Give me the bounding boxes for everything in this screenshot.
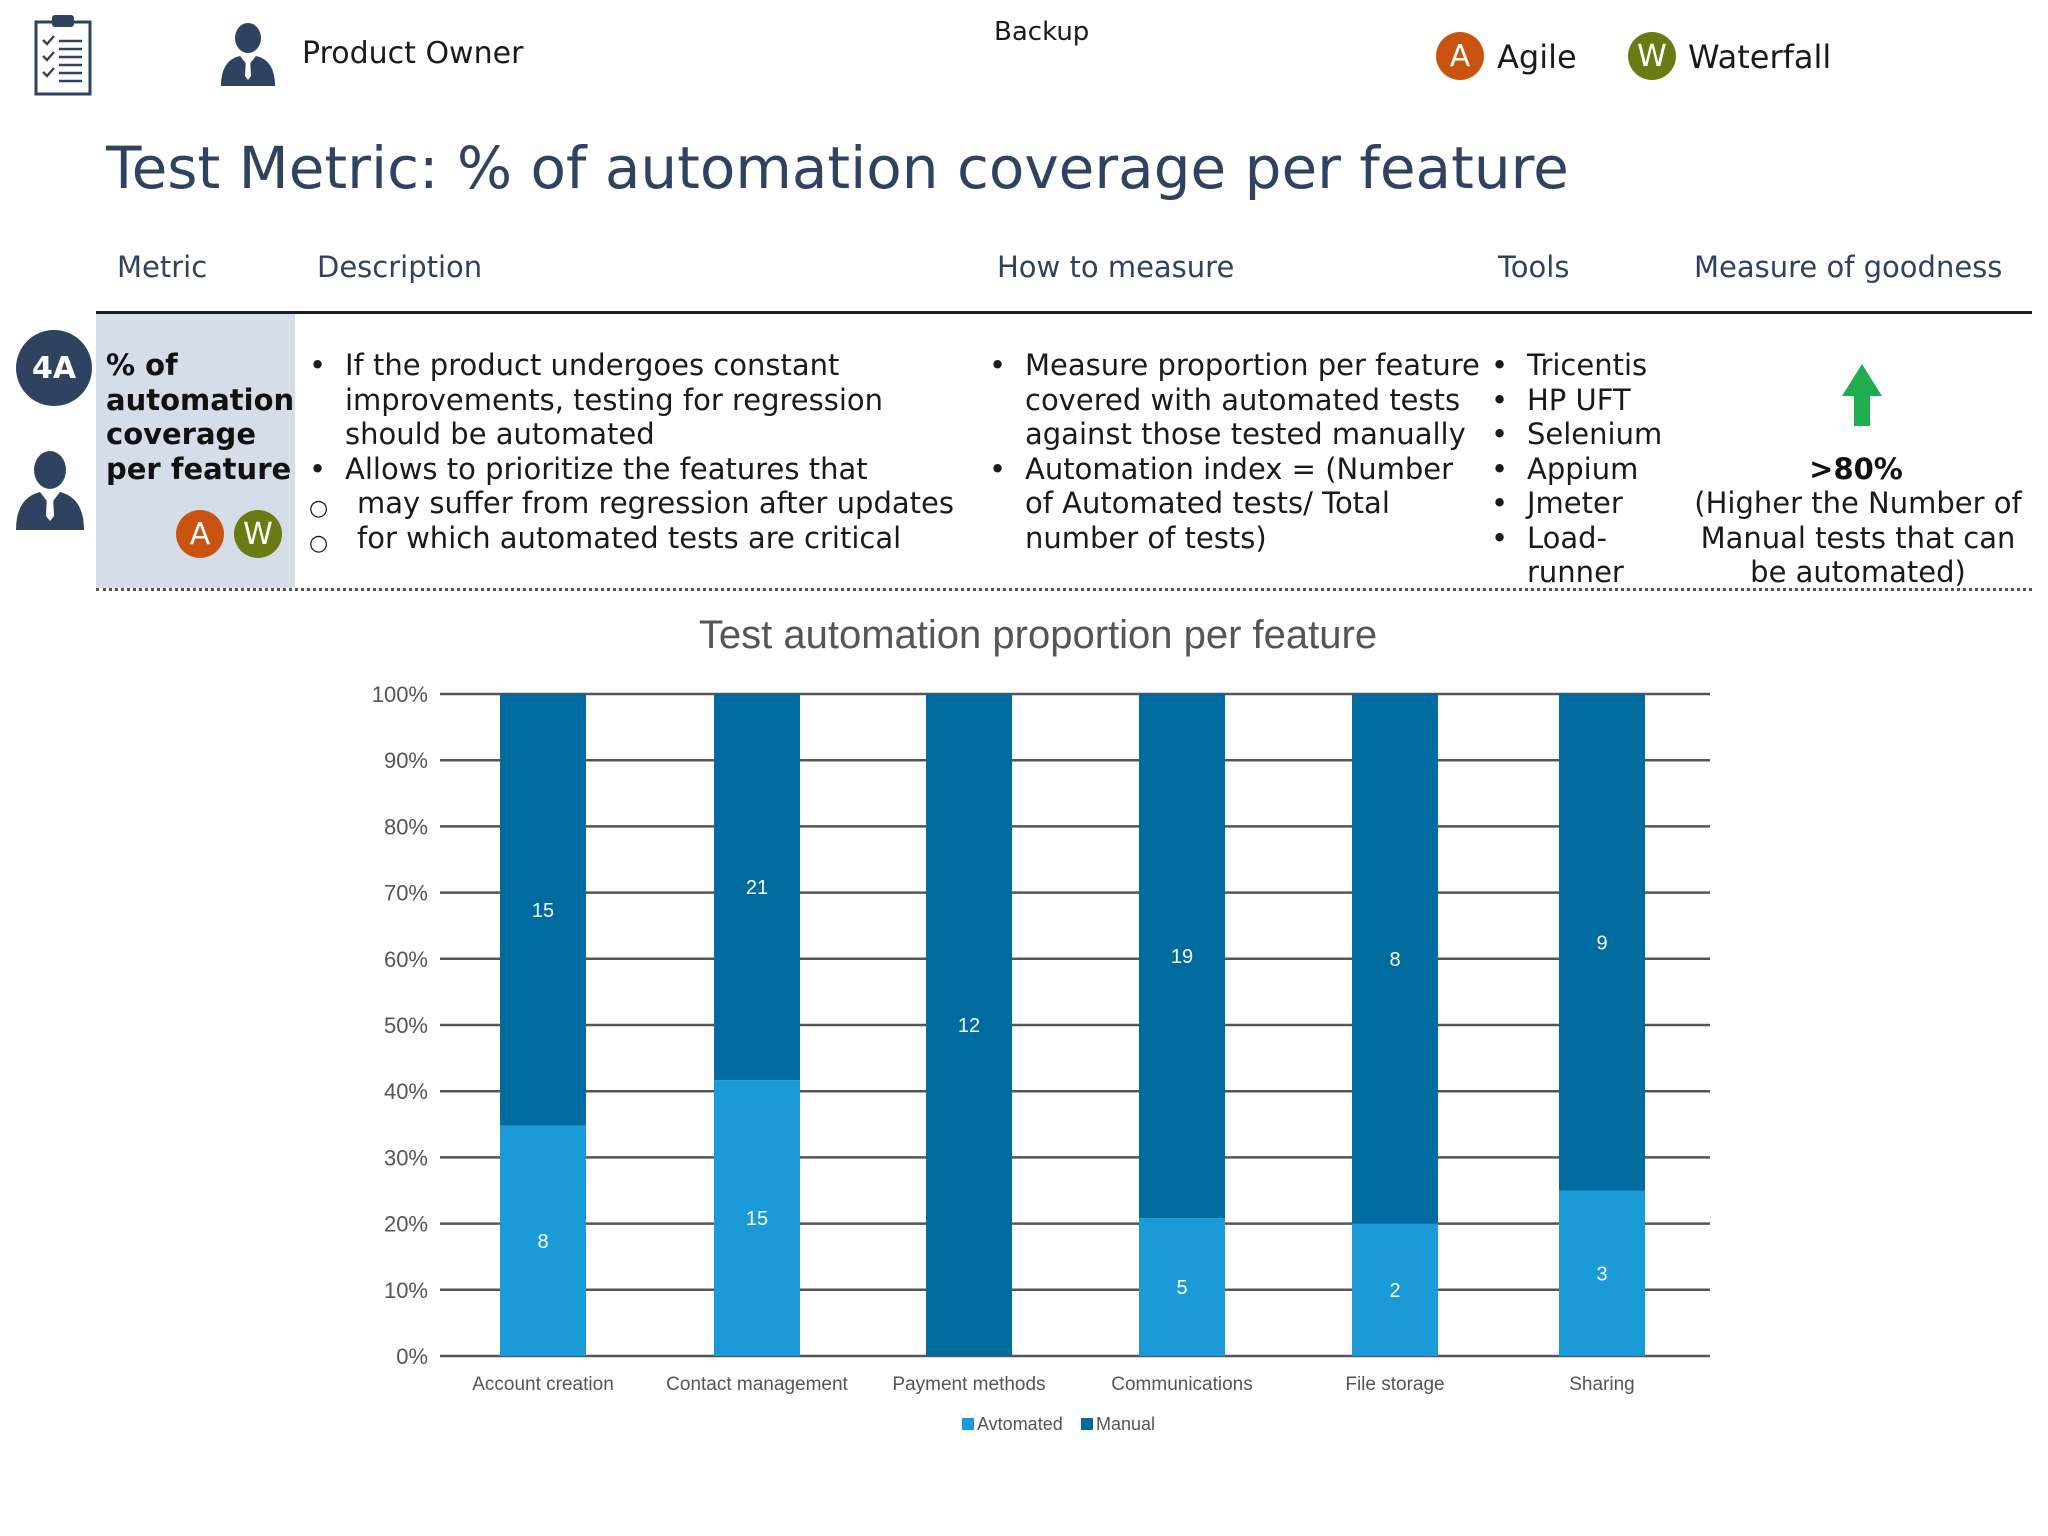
bar-segment bbox=[1559, 694, 1645, 1191]
list-item: Measure proportion per feature covered w… bbox=[985, 348, 1485, 452]
list-item: for which automated tests are critical bbox=[305, 521, 985, 561]
x-tick-label: Sharing bbox=[1569, 1374, 1635, 1395]
agile-badge: A bbox=[176, 510, 224, 558]
col-header-how: How to measure bbox=[997, 250, 1235, 284]
backup-label: Backup bbox=[994, 17, 1090, 47]
row-divider bbox=[96, 588, 2032, 591]
list-item: HP UFT bbox=[1487, 383, 1677, 418]
person-icon bbox=[218, 20, 278, 86]
list-item: Jmeter bbox=[1487, 486, 1677, 521]
data-label: 15 bbox=[746, 1208, 768, 1230]
data-label: 8 bbox=[1389, 949, 1400, 971]
list-item: Tricentis bbox=[1487, 348, 1677, 383]
chart-title: Test automation proportion per feature bbox=[699, 613, 1377, 657]
y-tick-label: 50% bbox=[384, 1013, 428, 1038]
tools-list: Tricentis HP UFT Selenium Appium Jmeter … bbox=[1487, 348, 1677, 590]
list-item: Allows to prioritize the features that bbox=[305, 452, 985, 487]
agile-badge: A bbox=[1436, 32, 1484, 80]
data-label: 19 bbox=[1171, 946, 1193, 968]
up-arrow-icon bbox=[1840, 362, 1884, 428]
y-tick-label: 80% bbox=[384, 814, 428, 839]
header-divider bbox=[96, 311, 2032, 314]
goodness-note: (Higher the Number of Manual tests that … bbox=[1694, 486, 2022, 589]
y-tick-label: 20% bbox=[384, 1212, 428, 1237]
bar-segment bbox=[714, 1080, 800, 1356]
bar-segment bbox=[500, 694, 586, 1126]
y-tick-label: 40% bbox=[384, 1079, 428, 1104]
list-item: Automation index = (Number of Automated … bbox=[985, 452, 1485, 556]
y-tick-label: 70% bbox=[384, 881, 428, 906]
col-header-tools: Tools bbox=[1498, 250, 1570, 284]
data-label: 5 bbox=[1176, 1277, 1187, 1299]
page-title: Test Metric: % of automation coverage pe… bbox=[106, 134, 1569, 202]
waterfall-badge: W bbox=[1628, 32, 1676, 80]
legend-entry: Manual bbox=[1096, 1414, 1155, 1434]
x-tick-label: File storage bbox=[1345, 1374, 1444, 1395]
description-list: If the product undergoes constant improv… bbox=[305, 348, 985, 561]
bar-segment bbox=[1559, 1190, 1645, 1356]
data-label: 21 bbox=[746, 877, 768, 899]
legend-entry: Avtomated bbox=[977, 1414, 1063, 1434]
list-item: may suffer from regression after updates bbox=[305, 486, 985, 526]
y-tick-label: 100% bbox=[372, 682, 428, 707]
x-tick-label: Communications bbox=[1111, 1374, 1253, 1395]
legend-swatch bbox=[1081, 1418, 1093, 1430]
bar-segment bbox=[500, 1125, 586, 1356]
bar-segment bbox=[1139, 1218, 1225, 1356]
metric-name: % of automation coverage per feature bbox=[106, 348, 295, 486]
data-label: 2 bbox=[1389, 1280, 1400, 1302]
person-icon bbox=[14, 448, 86, 530]
metric-id-badge: 4A bbox=[16, 330, 92, 406]
list-item: Selenium bbox=[1487, 417, 1677, 452]
role-label: Product Owner bbox=[302, 36, 524, 71]
data-label: 9 bbox=[1596, 932, 1607, 954]
x-tick-label: Contact management bbox=[666, 1374, 848, 1395]
waterfall-badge: W bbox=[234, 510, 282, 558]
col-header-description: Description bbox=[317, 250, 483, 284]
bar-segment bbox=[1352, 694, 1438, 1224]
list-item: Load-runner bbox=[1487, 521, 1637, 590]
checklist-icon bbox=[32, 12, 96, 98]
bar-segment bbox=[714, 694, 800, 1081]
bar-segment bbox=[926, 694, 1012, 1356]
how-to-measure-list: Measure proportion per feature covered w… bbox=[985, 348, 1485, 555]
bar-segment bbox=[1352, 1223, 1438, 1356]
list-item: Appium bbox=[1487, 452, 1677, 487]
y-tick-label: 10% bbox=[384, 1278, 428, 1303]
list-item: If the product undergoes constant improv… bbox=[305, 348, 985, 452]
data-label: 12 bbox=[958, 1015, 980, 1037]
col-header-metric: Metric bbox=[117, 250, 208, 284]
y-tick-label: 60% bbox=[384, 947, 428, 972]
data-label: 15 bbox=[532, 900, 554, 922]
agile-label: Agile bbox=[1497, 38, 1577, 76]
goodness-value: >80% bbox=[1809, 452, 1903, 486]
bar-segment bbox=[1139, 694, 1225, 1219]
y-tick-label: 30% bbox=[384, 1145, 428, 1170]
legend-swatch bbox=[962, 1418, 974, 1430]
y-tick-label: 0% bbox=[396, 1344, 428, 1369]
data-label: 8 bbox=[537, 1231, 548, 1253]
col-header-goodness: Measure of goodness bbox=[1694, 250, 2003, 284]
data-label: 3 bbox=[1596, 1263, 1607, 1285]
x-tick-label: Account creation bbox=[472, 1374, 614, 1395]
x-tick-label: Payment methods bbox=[892, 1374, 1045, 1395]
waterfall-label: Waterfall bbox=[1688, 38, 1832, 76]
y-tick-label: 90% bbox=[384, 748, 428, 773]
